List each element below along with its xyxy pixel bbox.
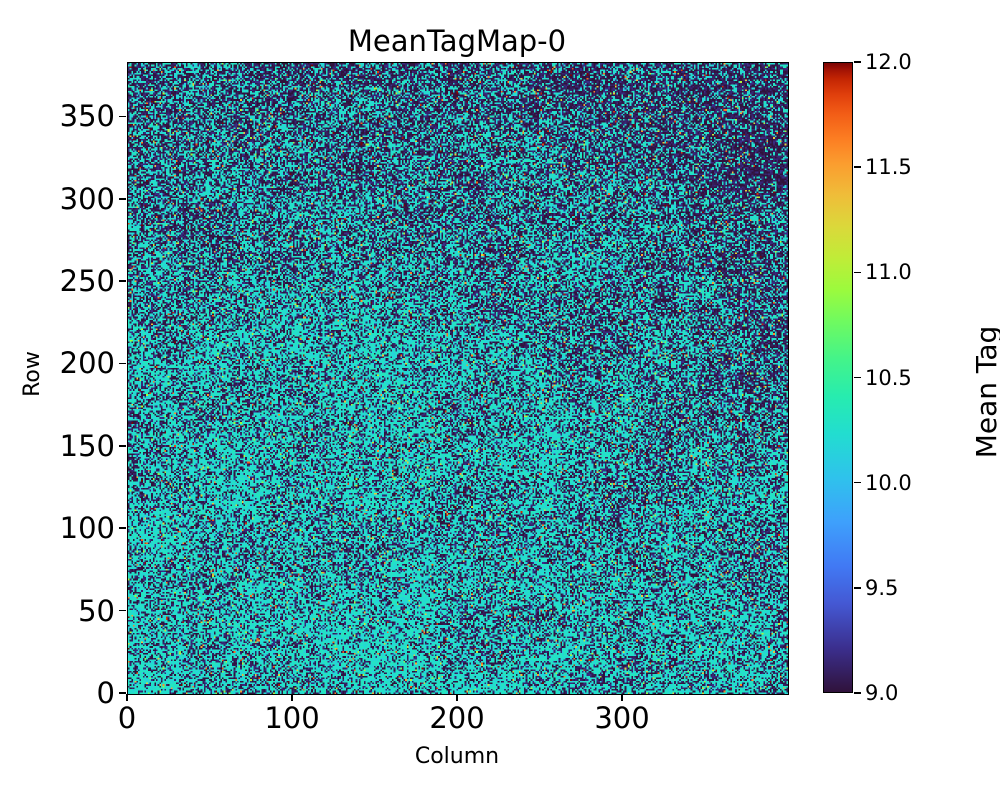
y-tick-label: 250 bbox=[59, 264, 115, 299]
y-tick-label: 100 bbox=[59, 511, 115, 546]
colorbar[interactable] bbox=[823, 62, 853, 693]
x-tick-label: 200 bbox=[429, 701, 485, 735]
y-tick-label: 350 bbox=[59, 99, 115, 134]
colorbar-tick-mark bbox=[854, 587, 861, 589]
x-axis-label: Column bbox=[414, 744, 500, 769]
x-tick-mark bbox=[126, 694, 128, 701]
y-tick-label: 200 bbox=[59, 346, 115, 381]
x-tick-label: 0 bbox=[117, 701, 137, 735]
y-tick-label: 150 bbox=[59, 428, 115, 463]
x-tick-label: 100 bbox=[264, 701, 320, 735]
colorbar-tick-label: 9.0 bbox=[865, 681, 899, 705]
colorbar-gradient bbox=[823, 62, 853, 693]
colorbar-tick-mark bbox=[854, 481, 861, 484]
colorbar-tick-mark bbox=[854, 271, 861, 274]
page-title: MeanTagMap-0 bbox=[347, 24, 567, 58]
colorbar-tick-label: 11.5 bbox=[865, 155, 912, 180]
heatmap-image bbox=[128, 63, 788, 694]
colorbar-tick-label: 12.0 bbox=[865, 50, 912, 74]
colorbar-tick-mark bbox=[854, 692, 861, 694]
colorbar-tick-mark bbox=[854, 376, 861, 379]
y-tick-label: 300 bbox=[59, 181, 115, 216]
colorbar-tick-mark bbox=[854, 166, 861, 168]
x-tick-label: 300 bbox=[594, 701, 650, 735]
colorbar-tick-mark bbox=[854, 61, 861, 63]
y-tick-mark bbox=[119, 692, 126, 694]
y-tick-mark bbox=[119, 527, 126, 530]
y-tick-mark bbox=[119, 609, 126, 612]
colorbar-tick-label: 10.5 bbox=[865, 365, 912, 390]
y-tick-label: 50 bbox=[78, 593, 115, 628]
x-tick-mark bbox=[456, 694, 458, 701]
y-tick-mark bbox=[119, 197, 126, 200]
y-tick-mark bbox=[119, 115, 126, 118]
y-tick-label: 0 bbox=[96, 676, 115, 710]
x-tick-mark bbox=[291, 694, 293, 701]
y-tick-mark bbox=[119, 362, 126, 365]
y-axis-label: Row bbox=[20, 351, 45, 397]
colorbar-label: Mean Tag bbox=[970, 325, 1000, 459]
heatmap-plot-area[interactable] bbox=[127, 62, 789, 695]
y-tick-mark bbox=[119, 445, 126, 447]
y-tick-mark bbox=[119, 280, 126, 282]
x-tick-mark bbox=[621, 694, 623, 701]
colorbar-tick-label: 10.0 bbox=[865, 470, 912, 495]
colorbar-tick-label: 9.5 bbox=[865, 575, 899, 600]
colorbar-tick-label: 11.0 bbox=[865, 260, 912, 285]
